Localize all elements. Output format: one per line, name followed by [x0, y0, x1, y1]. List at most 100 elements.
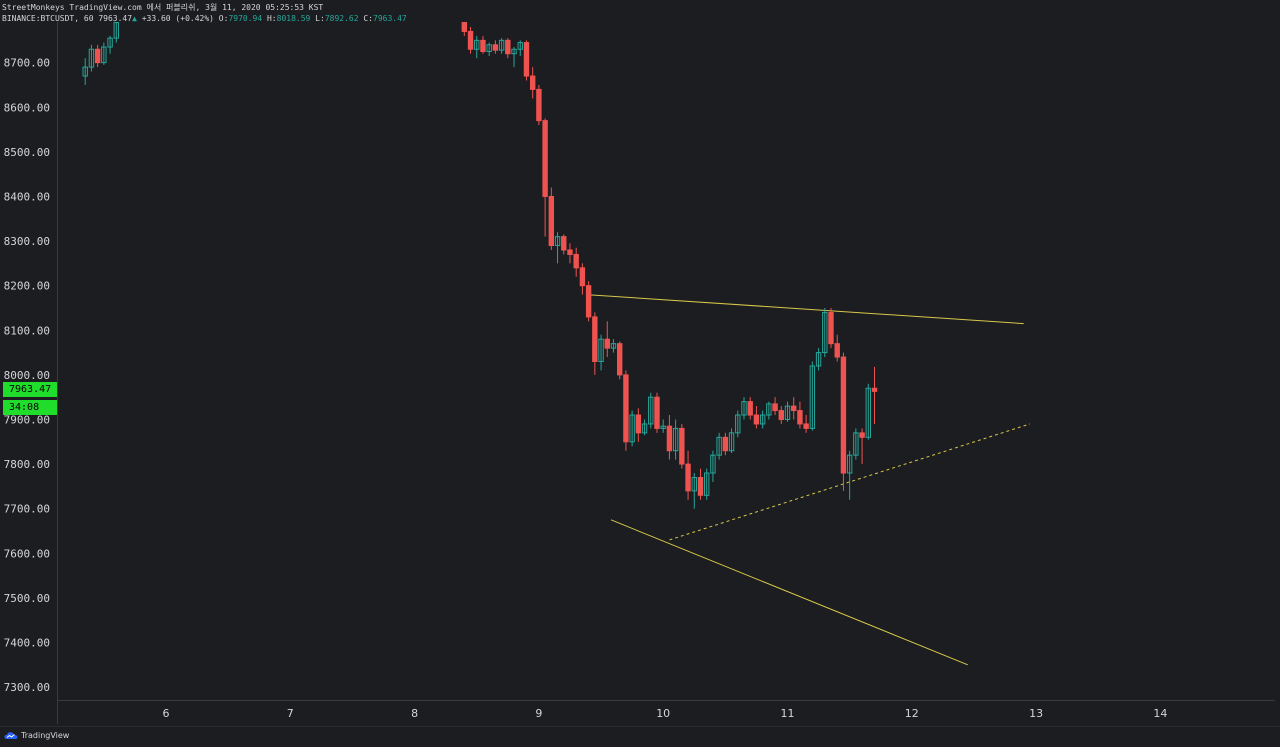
high-value: 8018.59 — [276, 14, 311, 23]
candle-body — [461, 22, 468, 32]
candle-body — [722, 436, 729, 452]
footer-bar: TradingView — [0, 726, 1280, 747]
tradingview-cloud-icon — [4, 732, 18, 739]
candle-up — [865, 383, 871, 440]
symbol-label: BINANCE:BTCUSDT, 60 — [2, 14, 94, 23]
candle-up — [88, 44, 95, 72]
trendline — [610, 519, 968, 666]
y-tick-label: 8100.00 — [4, 324, 50, 337]
candle-down — [803, 415, 809, 433]
candle-up — [691, 473, 697, 509]
candle-down — [778, 406, 784, 424]
candle-up — [113, 22, 119, 43]
low-label: L: — [315, 14, 325, 23]
candle-down — [840, 352, 847, 491]
ohlc-info: BINANCE:BTCUSDT, 60 7963.47▲ +33.60 (+0.… — [2, 13, 1272, 24]
candle-down — [635, 408, 642, 442]
candle-down — [492, 40, 499, 54]
candle-body — [728, 432, 735, 452]
candle-body — [579, 267, 586, 287]
candle-up — [629, 410, 635, 447]
candle-down — [722, 432, 729, 456]
y-tick-label: 8200.00 — [4, 280, 50, 293]
time-axis[interactable]: 6 7 8 9 10 11 12 13 14 — [163, 707, 1168, 720]
y-tick-label: 7900.00 — [4, 413, 50, 426]
tradingview-logo[interactable]: TradingView — [4, 731, 69, 740]
candle-body — [697, 476, 704, 496]
chart-header: StreetMonkeys TradingView.com 에서 퍼블리쉬, 3… — [2, 2, 1272, 24]
candle-down — [480, 35, 486, 54]
candle-down — [542, 118, 548, 237]
candle-up — [486, 42, 492, 56]
candle-up — [728, 428, 735, 453]
candle-body — [511, 48, 517, 55]
candle-down — [461, 22, 468, 36]
candle-up — [822, 307, 828, 358]
candle-down — [679, 423, 685, 469]
candle-down — [616, 341, 623, 380]
candle-down — [791, 397, 797, 420]
low-value: 7892.62 — [324, 14, 359, 23]
candle-body — [567, 249, 573, 255]
up-arrow-icon: ▲ — [132, 14, 137, 23]
candle-body — [548, 195, 555, 247]
candle-body — [523, 42, 530, 77]
candle-body — [834, 343, 840, 358]
candle-down — [828, 307, 834, 349]
candle-up — [107, 35, 113, 54]
candle-body — [573, 253, 579, 269]
candle-up — [784, 401, 791, 422]
candle-up — [716, 432, 722, 460]
candle-body — [753, 414, 760, 425]
candle-body — [517, 42, 523, 50]
candle-body — [822, 311, 828, 354]
candle-body — [679, 427, 685, 465]
candle-down — [585, 281, 592, 322]
candle-body — [480, 39, 486, 52]
candle-body — [654, 396, 660, 429]
candle-up — [704, 468, 710, 500]
trendlines-group[interactable] — [586, 294, 1031, 666]
candle-body — [853, 432, 859, 456]
candle-up — [82, 58, 88, 85]
candle-up — [511, 47, 517, 68]
trendline — [586, 294, 1024, 325]
candle-body — [113, 22, 119, 39]
candle-body — [803, 423, 809, 429]
candle-body — [561, 236, 567, 251]
candle-body — [846, 454, 853, 474]
y-tick-label: 7400.00 — [4, 637, 50, 650]
candle-down — [579, 263, 586, 295]
candle-down — [573, 247, 579, 277]
candle-down — [772, 397, 778, 416]
current-price-tag: 7963.47 — [3, 382, 57, 397]
candle-body — [616, 343, 623, 376]
price-change: +33.60 (+0.42%) — [141, 14, 214, 23]
candle-body — [704, 472, 710, 496]
candle-body — [635, 414, 642, 434]
candle-down — [747, 397, 753, 420]
candle-up — [710, 450, 716, 482]
candle-body — [107, 37, 113, 48]
publish-info: StreetMonkeys TradingView.com 에서 퍼블리쉬, 3… — [2, 3, 324, 12]
candle-body — [598, 338, 604, 362]
candle-down — [666, 415, 673, 460]
candle-up — [741, 397, 747, 420]
candle-body — [797, 410, 803, 425]
candle-up — [641, 419, 648, 436]
candle-up — [846, 450, 853, 500]
candle-down — [797, 401, 803, 429]
candle-up — [853, 428, 859, 460]
close-label: C: — [363, 14, 373, 23]
candle-up — [815, 348, 822, 371]
candle-body — [486, 44, 492, 52]
price-axis[interactable]: 8700.00 8600.00 8500.00 8400.00 8300.00 8200.… — [4, 57, 50, 694]
candle-body — [101, 46, 107, 64]
candle-body — [809, 365, 816, 429]
candle-up — [498, 38, 505, 54]
candle-body — [492, 44, 499, 51]
candle-body — [759, 414, 766, 425]
x-tick-label: 7 — [287, 707, 294, 720]
